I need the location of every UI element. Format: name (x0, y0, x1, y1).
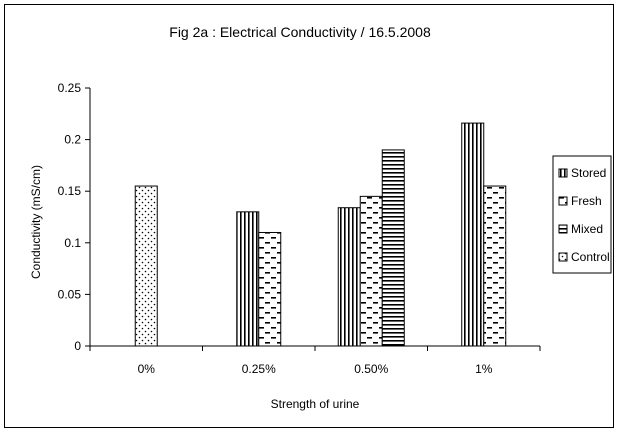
legend-label: Fresh (571, 194, 602, 208)
legend: Stored Fresh Mixed Control (552, 155, 612, 274)
bar-stored (337, 207, 361, 347)
legend-swatch (558, 224, 568, 234)
y-tick-label: 0.1 (64, 236, 81, 250)
y-tick-label: 0.25 (58, 81, 82, 95)
y-tick-label: 0.2 (64, 133, 81, 147)
bars (134, 122, 507, 347)
legend-swatch (558, 196, 568, 206)
axes: 0 0.05 0.1 0.15 0.2 0.25 0% 0.25% 0.50% 1% (58, 81, 541, 376)
legend-swatch (558, 252, 568, 262)
x-axis-label: Strength of urine (271, 397, 360, 411)
bar-mixed (381, 149, 405, 347)
legend-label: Mixed (571, 222, 603, 236)
bar-control (134, 185, 158, 347)
y-tick-label: 0.05 (58, 287, 82, 301)
bar-stored (461, 122, 485, 347)
legend-label: Control (571, 250, 610, 264)
x-tick-label: 0.25% (242, 362, 276, 376)
y-tick-label: 0 (74, 339, 81, 353)
bar-fresh (483, 185, 507, 347)
x-tick-label: 1% (475, 362, 493, 376)
chart-frame (4, 4, 614, 428)
bar-fresh (359, 195, 383, 347)
bar-fresh (258, 231, 282, 347)
legend-label: Stored (571, 166, 606, 180)
x-tick-label: 0.50% (354, 362, 388, 376)
x-tick-label: 0% (138, 362, 156, 376)
bar-stored (236, 211, 260, 347)
chart-title: Fig 2a : Electrical Conductivity / 16.5.… (169, 24, 431, 40)
y-tick-label: 0.15 (58, 184, 82, 198)
y-axis-label: Conductivity (mS/cm) (29, 165, 43, 279)
legend-swatch (558, 168, 568, 178)
